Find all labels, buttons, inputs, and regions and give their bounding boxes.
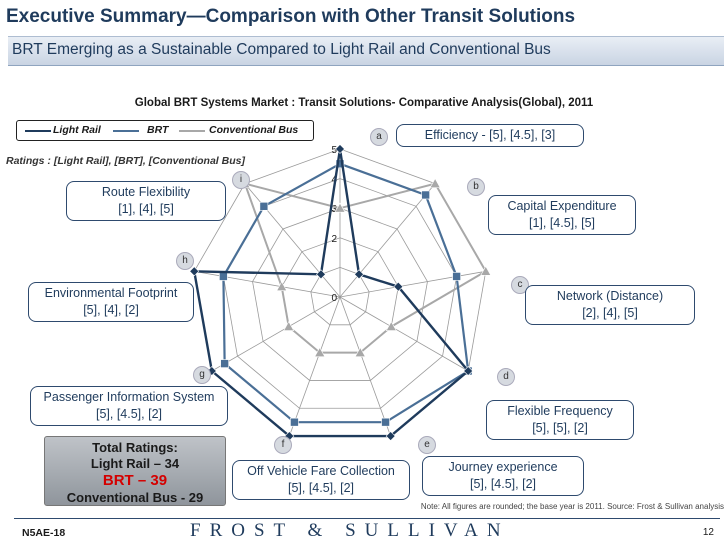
footer-bar <box>14 518 720 543</box>
label-flexible-frequency-ratings: [5], [5], [2] <box>532 421 588 435</box>
label-off-vehicle-fare-collection-ratings: [5], [4.5], [2] <box>287 481 354 495</box>
data-point-light-rail-i <box>316 269 326 280</box>
grid-ring-3 <box>252 207 428 381</box>
label-environmental-footprint: Environmental Footprint [5], [4], [2] <box>28 282 194 322</box>
data-point-light-rail-e <box>385 431 396 441</box>
data-point-conventional-bus-b <box>429 178 441 188</box>
legend-swatch-brt <box>113 130 139 132</box>
label-efficiency: Efficiency - [5], [4.5], [3] <box>396 124 584 147</box>
label-journey-experience: Journey experience [5], [4.5], [2] <box>422 456 584 496</box>
data-point-conventional-bus-d <box>385 320 397 331</box>
total-conventional-bus: Conventional Bus - 29 <box>66 490 204 505</box>
data-point-brt-i <box>259 202 269 211</box>
source-note: Note: All figures are rounded; the base … <box>420 502 724 511</box>
data-point-conventional-bus-g <box>283 320 295 331</box>
label-route-flexibility-ratings: [1], [4], [5] <box>118 202 174 216</box>
label-passenger-information-system-name: Passenger Information System <box>43 390 215 404</box>
data-point-brt-b <box>421 190 430 200</box>
label-capital-expenditure: Capital Expenditure [1], [4.5], [5] <box>488 195 636 235</box>
data-point-brt-g <box>220 359 229 368</box>
data-point-brt-c <box>452 272 461 281</box>
chart-title: Global BRT Systems Market : Transit Solu… <box>134 97 594 109</box>
label-efficiency-ratings: [5], [4.5], [3] <box>489 128 556 142</box>
label-environmental-footprint-name: Environmental Footprint <box>44 286 178 300</box>
label-efficiency-name: Efficiency <box>424 128 479 142</box>
legend-label-light-rail: Light Rail <box>53 124 101 136</box>
axis-spoke-g <box>211 296 341 372</box>
data-point-brt-h <box>219 272 228 281</box>
grid-ring-1 <box>310 266 370 326</box>
series-line-conventional-bus <box>243 182 488 354</box>
total-ratings-heading: Total Ratings: <box>92 440 178 455</box>
series-line-light-rail <box>192 148 470 438</box>
data-point-conventional-bus-f <box>314 347 326 357</box>
data-point-light-rail-h <box>189 266 200 277</box>
axis-spoke-e <box>339 296 391 437</box>
ratings-note: Ratings : [Light Rail], [BRT], [Conventi… <box>6 155 245 167</box>
axis-spoke-d <box>339 296 469 372</box>
ratings-note-text: Ratings : [Light Rail], [BRT], [Conventi… <box>6 155 245 167</box>
axis-badge-i: i <box>232 171 250 189</box>
tick-label-5: 5 <box>331 145 337 156</box>
label-journey-experience-name: Journey experience <box>448 460 558 474</box>
label-off-vehicle-fare-collection: Off Vehicle Fare Collection [5], [4.5], … <box>232 460 410 500</box>
axis-badge-a: a <box>370 128 388 146</box>
legend-label-brt: BRT <box>147 124 169 136</box>
tick-label-3: 3 <box>331 204 337 215</box>
total-ratings-box: Total Ratings: Light Rail – 34 BRT – 39 … <box>44 436 226 506</box>
data-point-light-rail-c <box>393 281 404 292</box>
axis-badge-g: g <box>193 366 211 384</box>
data-point-light-rail-d <box>463 366 474 376</box>
axis-spoke-h <box>194 270 341 298</box>
data-point-brt-f <box>290 417 299 427</box>
label-network-distance-name: Network (Distance) <box>556 289 664 303</box>
label-passenger-information-system: Passenger Information System [5], [4.5],… <box>30 386 228 426</box>
total-light-rail: Light Rail – 34 <box>90 456 180 471</box>
label-passenger-information-system-ratings: [5], [4.5], [2] <box>95 407 162 421</box>
label-capital-expenditure-name: Capital Expenditure <box>507 199 617 213</box>
label-off-vehicle-fare-collection-name: Off Vehicle Fare Collection <box>247 464 395 478</box>
data-point-brt-a <box>335 159 345 169</box>
label-network-distance: Network (Distance) [2], [4], [5] <box>525 285 695 325</box>
data-point-brt-e <box>381 417 390 427</box>
page-number: 12 <box>702 527 714 538</box>
label-flexible-frequency-name: Flexible Frequency <box>507 404 613 418</box>
axis-badge-e: e <box>418 436 436 454</box>
label-route-flexibility-name: Route Flexibility <box>101 185 191 199</box>
data-point-conventional-bus-h <box>276 281 288 292</box>
tick-label-2: 2 <box>331 234 337 245</box>
legend-swatch-conventional-bus <box>179 130 205 132</box>
data-point-conventional-bus-e <box>354 347 366 357</box>
data-point-light-rail-a <box>335 144 345 154</box>
label-capital-expenditure-ratings: [1], [4.5], [5] <box>528 216 595 230</box>
label-journey-experience-ratings: [5], [4.5], [2] <box>469 477 536 491</box>
slide-code: N5AE-18 <box>22 527 66 539</box>
page-subtitle: BRT Emerging as a Sustainable Compared t… <box>8 36 724 66</box>
brand-logo: FROST & SULLIVAN <box>190 520 510 541</box>
axis-spoke-b <box>339 183 436 298</box>
axis-badge-d: d <box>497 368 515 386</box>
chart-legend: Light Rail BRT Conventional Bus <box>16 120 314 141</box>
axis-badge-b: b <box>467 178 485 196</box>
series-line-brt <box>222 162 470 424</box>
legend-swatch-light-rail <box>25 130 51 132</box>
data-point-light-rail-b <box>354 269 364 280</box>
data-point-conventional-bus-a <box>334 202 346 213</box>
axis-spoke-f <box>289 296 341 437</box>
label-flexible-frequency: Flexible Frequency [5], [5], [2] <box>486 400 634 440</box>
page-title: Executive Summary—Comparison with Other … <box>6 6 576 27</box>
label-environmental-footprint-ratings: [5], [4], [2] <box>83 303 139 317</box>
tick-label-0: 0 <box>331 293 337 304</box>
label-route-flexibility: Route Flexibility [1], [4], [5] <box>66 181 226 221</box>
legend-label-conventional-bus: Conventional Bus <box>209 124 299 136</box>
data-point-conventional-bus-c <box>480 265 492 276</box>
axis-badge-h: h <box>176 252 194 270</box>
axis-spoke-c <box>339 270 486 298</box>
axis-badge-f: f <box>274 436 292 454</box>
total-brt: BRT – 39 <box>102 472 168 489</box>
label-network-distance-ratings: [2], [4], [5] <box>582 306 638 320</box>
